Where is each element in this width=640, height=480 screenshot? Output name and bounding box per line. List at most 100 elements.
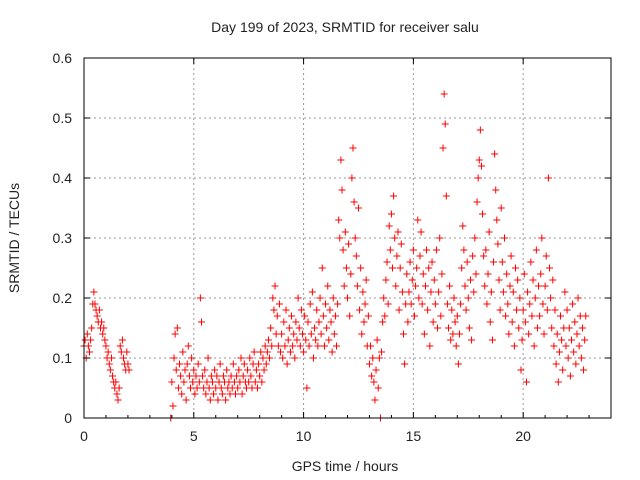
data-point xyxy=(509,288,517,296)
data-point xyxy=(335,216,343,224)
data-point xyxy=(211,366,219,374)
data-point xyxy=(293,336,301,344)
data-point xyxy=(279,354,287,362)
data-point xyxy=(383,258,391,266)
data-point xyxy=(458,264,466,272)
data-point xyxy=(174,384,182,392)
data-point xyxy=(574,294,582,302)
data-point xyxy=(179,348,187,356)
data-point xyxy=(184,342,192,350)
data-point xyxy=(499,288,507,296)
data-point xyxy=(342,264,350,272)
data-point xyxy=(352,252,360,260)
data-point xyxy=(270,306,278,314)
data-point xyxy=(562,342,570,350)
data-point xyxy=(118,336,126,344)
data-point xyxy=(407,300,415,308)
x-tick-label: 10 xyxy=(296,428,312,444)
data-point xyxy=(183,360,191,368)
data-point xyxy=(533,324,541,332)
data-point xyxy=(394,228,402,236)
data-point xyxy=(300,348,308,356)
y-tick-label: 0.4 xyxy=(53,170,73,186)
data-point xyxy=(100,324,108,332)
data-point xyxy=(525,330,533,338)
data-point xyxy=(386,246,394,254)
data-point xyxy=(578,324,586,332)
data-point xyxy=(515,324,523,332)
data-point xyxy=(354,204,362,212)
x-tick-label: 15 xyxy=(406,428,422,444)
data-point xyxy=(531,294,539,302)
gridlines xyxy=(84,58,611,418)
data-point xyxy=(368,372,376,380)
x-axis-title: GPS time / hours xyxy=(292,458,399,474)
data-point xyxy=(264,336,272,344)
data-point xyxy=(424,306,432,314)
data-point xyxy=(350,198,358,206)
data-point xyxy=(521,318,529,326)
data-point xyxy=(123,348,131,356)
data-point xyxy=(273,312,281,320)
y-tick-label: 0.1 xyxy=(53,350,73,366)
data-points xyxy=(80,90,590,422)
data-point xyxy=(389,264,397,272)
x-tick-label: 0 xyxy=(80,428,88,444)
data-point xyxy=(506,282,514,290)
data-point xyxy=(296,342,304,350)
data-point xyxy=(306,300,314,308)
data-point xyxy=(297,306,305,314)
x-tick-label: 20 xyxy=(515,428,531,444)
data-point xyxy=(461,282,469,290)
data-point xyxy=(490,258,498,266)
data-point xyxy=(379,318,387,326)
data-point xyxy=(429,318,437,326)
data-point xyxy=(536,312,544,320)
data-point xyxy=(327,318,335,326)
data-point xyxy=(475,156,483,164)
data-point xyxy=(367,342,375,350)
data-point xyxy=(481,282,489,290)
data-point xyxy=(320,342,328,350)
data-point xyxy=(427,288,435,296)
data-point xyxy=(430,276,438,284)
data-point xyxy=(202,390,210,398)
data-point xyxy=(397,240,405,248)
data-point xyxy=(278,330,286,338)
data-point xyxy=(112,378,120,386)
data-point xyxy=(329,294,337,302)
data-point xyxy=(361,300,369,308)
data-point xyxy=(573,330,581,338)
data-point xyxy=(425,264,433,272)
data-point xyxy=(493,216,501,224)
data-point xyxy=(505,330,513,338)
data-point xyxy=(251,378,259,386)
data-point xyxy=(378,348,386,356)
data-point xyxy=(259,354,267,362)
data-point xyxy=(473,198,481,206)
data-point xyxy=(527,258,535,266)
data-point xyxy=(250,348,258,356)
data-point xyxy=(571,318,579,326)
data-point xyxy=(353,282,361,290)
data-point xyxy=(565,324,573,332)
data-point xyxy=(413,264,421,272)
data-point xyxy=(197,318,205,326)
data-point xyxy=(470,288,478,296)
data-point xyxy=(553,330,561,338)
data-point xyxy=(105,360,113,368)
y-tick-label: 0.2 xyxy=(53,290,73,306)
data-point xyxy=(373,336,381,344)
data-point xyxy=(438,270,446,278)
data-point xyxy=(298,330,306,338)
data-point xyxy=(262,360,270,368)
data-point xyxy=(168,378,176,386)
data-point xyxy=(491,150,499,158)
data-point xyxy=(421,282,429,290)
data-point xyxy=(520,270,528,278)
data-point xyxy=(547,294,555,302)
data-point xyxy=(426,342,434,350)
data-point xyxy=(451,318,459,326)
data-point xyxy=(245,378,253,386)
data-point xyxy=(319,312,327,320)
